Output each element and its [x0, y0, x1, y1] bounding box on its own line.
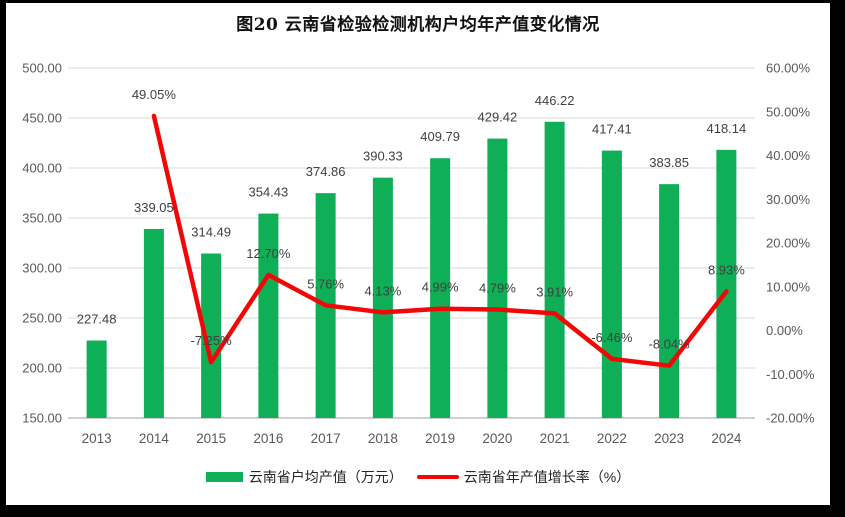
bar-value-label: 354.43: [248, 185, 288, 200]
right-axis-tick-label: 40.00%: [766, 148, 811, 163]
x-axis-tick-label: 2021: [540, 431, 570, 446]
x-axis-tick-label: 2024: [711, 431, 742, 446]
bar: [201, 253, 222, 418]
x-axis-tick-label: 2023: [654, 431, 684, 446]
bar: [659, 184, 680, 418]
growth-value-label: 8.93%: [708, 262, 745, 277]
right-axis-tick-label: 20.00%: [766, 236, 811, 251]
growth-value-label: -6.46%: [591, 330, 633, 345]
x-axis-tick-label: 2017: [311, 431, 341, 446]
growth-value-label: -8.04%: [649, 337, 691, 352]
bar-value-label: 418.14: [706, 121, 746, 136]
bar: [372, 177, 393, 418]
chart-legend: 云南省户均产值（万元） 云南省年产值增长率（%）: [6, 467, 830, 487]
growth-line: [151, 113, 729, 368]
x-axis-tick-label: 2019: [425, 431, 455, 446]
bar-value-label: 446.22: [535, 93, 575, 108]
x-axis-tick-label: 2014: [139, 431, 170, 446]
growth-value-label: 3.91%: [536, 284, 573, 299]
right-axis-tick-label: 0.00%: [766, 323, 803, 338]
bar-value-label: 417.41: [592, 122, 632, 137]
legend-line-label: 云南省年产值增长率（%）: [463, 469, 631, 485]
growth-value-label: 4.79%: [479, 281, 516, 296]
left-axis-tick-label: 300.00: [22, 261, 62, 276]
left-axis-tick-label: 150.00: [22, 411, 62, 426]
chart-canvas: 500.00 450.00 400.00 350.00 300.00 250.00 200.…: [22, 61, 815, 447]
left-axis-tick-label: 250.00: [22, 311, 62, 326]
right-axis-tick-label: 10.00%: [766, 279, 811, 294]
bar-value-label: 429.42: [477, 110, 517, 125]
bar: [601, 150, 622, 418]
bar-value-label: 383.85: [649, 155, 689, 170]
growth-value-label: -7.25%: [191, 333, 233, 348]
right-axis-tick-label: -20.00%: [766, 411, 815, 426]
growth-value-label: 4.13%: [364, 283, 401, 298]
left-axis-tick-label: 500.00: [22, 61, 62, 76]
bar: [544, 121, 565, 418]
right-axis-tick-label: 30.00%: [766, 192, 811, 207]
bar-value-label: 227.48: [77, 312, 117, 327]
left-axis-tick-label: 400.00: [22, 161, 62, 176]
bar-value-label: 314.49: [191, 225, 231, 240]
legend-line-swatch-icon: [416, 475, 459, 479]
legend-bar-swatch-icon: [205, 472, 243, 482]
x-axis-tick-label: 2013: [82, 431, 112, 446]
growth-value-label: 49.05%: [132, 87, 177, 102]
x-axis-tick-label: 2016: [253, 431, 283, 446]
right-axis-tick-label: 50.00%: [766, 104, 811, 119]
bar: [258, 213, 279, 418]
right-axis-tick-label: -10.00%: [766, 367, 815, 382]
growth-value-label: 4.99%: [422, 280, 459, 295]
bar-value-label: 339.05: [134, 200, 174, 215]
right-axis-tick-label: 60.00%: [766, 61, 811, 76]
chart-area: 图20 云南省检验检测机构户均年产值变化情况 500.00 450.00 400.0…: [6, 3, 830, 505]
bar: [487, 138, 508, 418]
left-axis-tick-label: 450.00: [22, 111, 62, 126]
bar: [716, 149, 737, 419]
x-axis-tick-label: 2022: [597, 431, 627, 446]
bar: [86, 340, 107, 418]
bar-value-label: 374.86: [306, 164, 346, 179]
bar-value-label: 409.79: [420, 129, 460, 144]
x-axis-tick-label: 2018: [368, 431, 398, 446]
growth-value-label: 12.70%: [246, 246, 291, 261]
legend-bar-label: 云南省户均产值（万元）: [248, 469, 403, 485]
growth-value-label: 5.76%: [307, 276, 344, 291]
x-axis-tick-label: 2015: [196, 431, 226, 446]
bar: [430, 158, 451, 418]
x-axis-tick-label: 2020: [482, 431, 512, 446]
bar-value-label: 390.33: [363, 149, 403, 164]
bar: [143, 228, 164, 418]
left-axis-tick-label: 350.00: [22, 211, 62, 226]
chart-title: 图20 云南省检验检测机构户均年产值变化情况: [236, 15, 600, 35]
left-axis-tick-label: 200.00: [22, 361, 62, 376]
